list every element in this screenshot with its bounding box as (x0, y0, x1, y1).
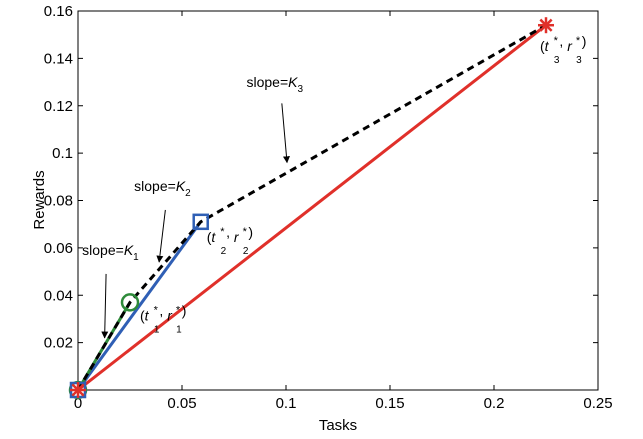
square-marker (192, 213, 209, 231)
point-label-2: (t * 2, r * 2) (207, 224, 253, 257)
slope-annotation-1: slope=K1 (82, 242, 139, 263)
slope-annotation-3: slope=K3 (246, 74, 303, 95)
circle-marker (120, 293, 140, 312)
x-tick-label: 0.2 (484, 395, 505, 412)
y-tick-label: 0.12 (44, 98, 73, 115)
y-tick-label: 0.14 (44, 50, 73, 67)
point-label-1: (t * 1, r * 1) (140, 302, 186, 335)
slope-arrow-1 (101, 273, 109, 339)
y-tick-label: 0.06 (44, 240, 73, 257)
slope-arrow-3 (281, 103, 290, 164)
x-tick-label: 0.05 (167, 395, 196, 412)
plot-area (77, 10, 599, 391)
point-label-3: (t * 3, r * 3) (540, 33, 586, 66)
star-marker (70, 382, 86, 398)
y-axis-label: Rewards (31, 170, 48, 229)
x-axis-label: Tasks (319, 417, 357, 434)
slope-annotation-2: slope=K2 (134, 178, 191, 199)
x-tick-label: 0 (74, 395, 82, 412)
x-tick-label: 0.1 (276, 395, 297, 412)
y-tick-label: 0.02 (44, 335, 73, 352)
star-marker (538, 17, 554, 34)
series-line-3 (77, 24, 547, 392)
slope-arrow-2 (156, 209, 166, 263)
y-tick-label: 0.08 (44, 193, 73, 210)
y-tick-label: 0.04 (44, 287, 73, 304)
x-tick-label: 0.25 (583, 395, 612, 412)
y-tick-label: 0.1 (52, 145, 73, 162)
y-tick-label: 0.16 (44, 3, 73, 20)
series-line-2 (76, 220, 202, 391)
x-tick-label: 0.15 (375, 395, 404, 412)
series-line-4 (76, 23, 547, 391)
